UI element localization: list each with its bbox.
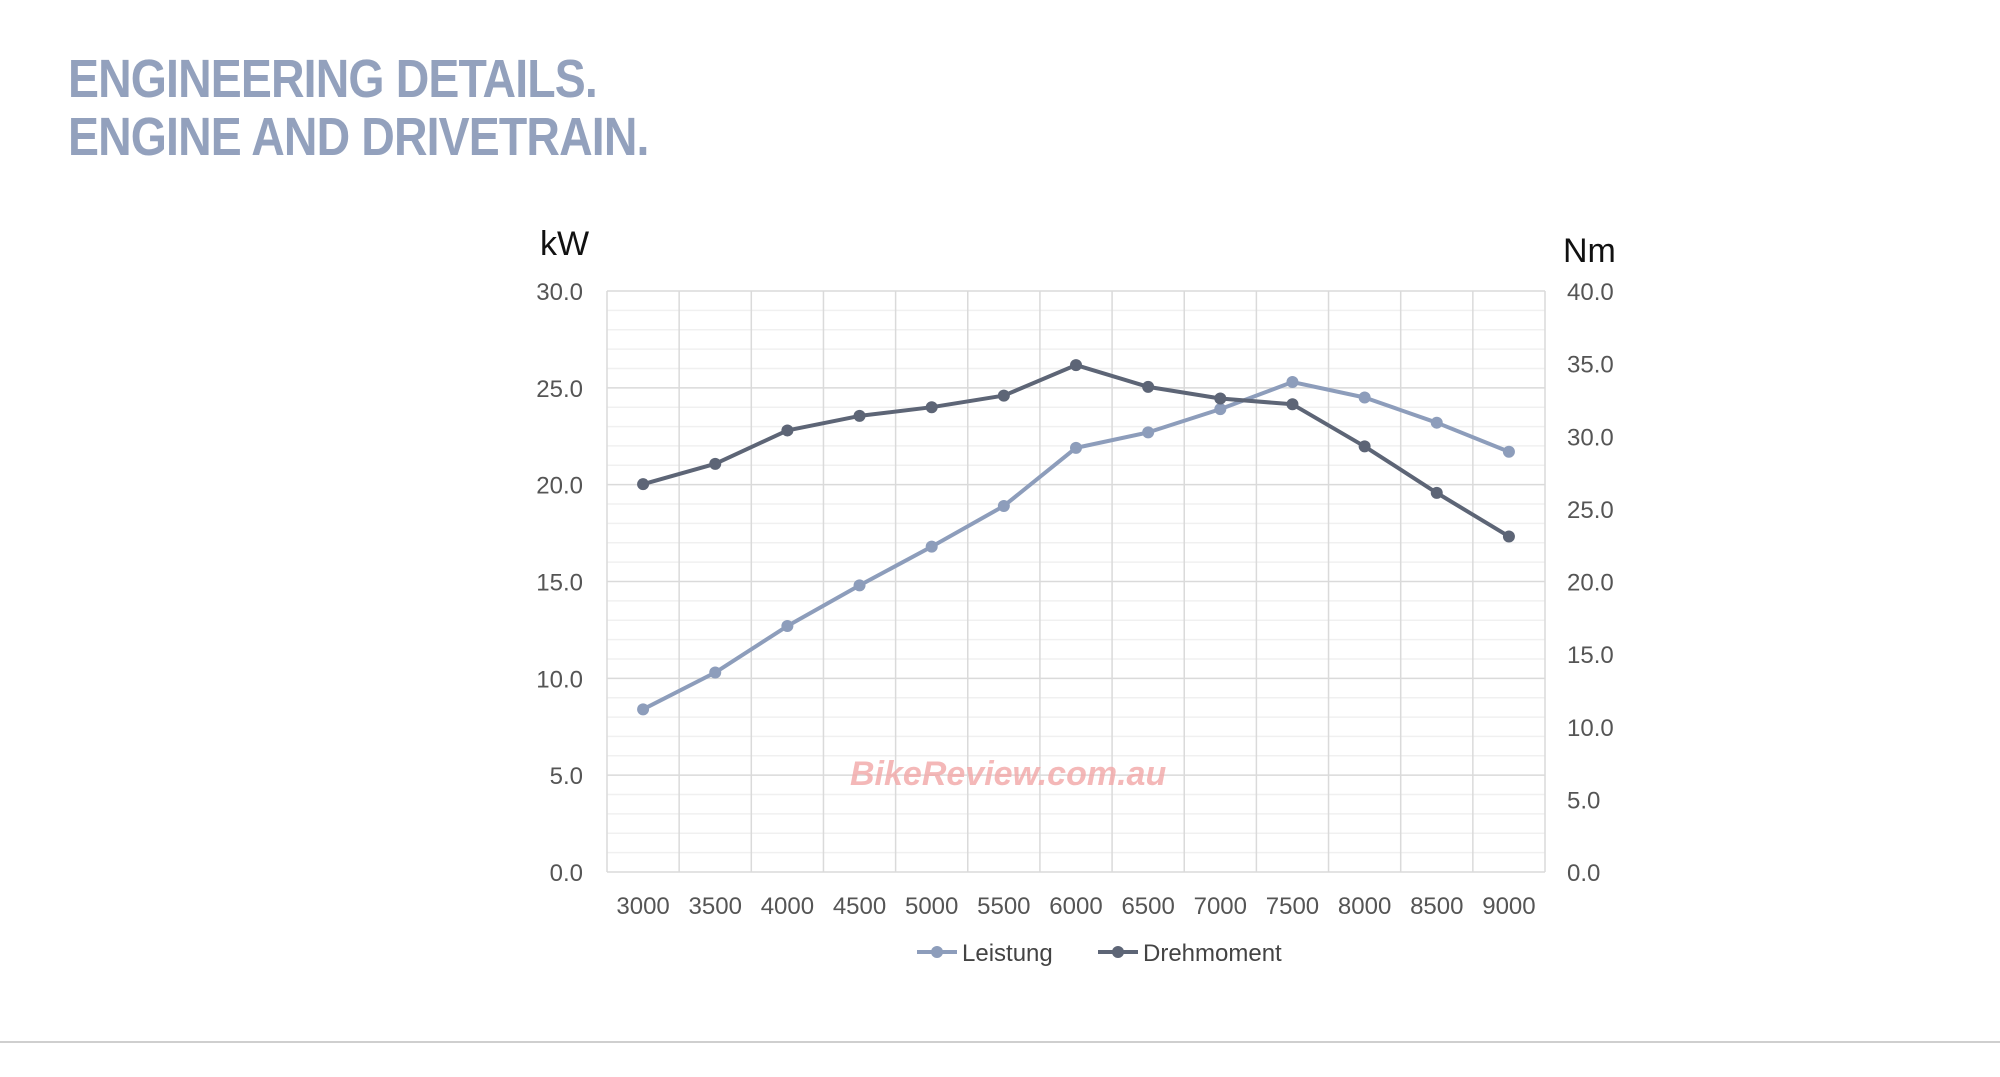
x-tick-label: 3000 [616, 893, 669, 920]
x-tick-label: 7500 [1266, 893, 1319, 920]
legend-label-leistung: Leistung [962, 940, 1053, 967]
data-point-leistung [637, 703, 650, 716]
data-point-drehmoment [1430, 486, 1443, 499]
data-point-leistung [1358, 391, 1371, 404]
data-point-drehmoment [1214, 392, 1227, 405]
x-tick-label: 6000 [1049, 893, 1102, 920]
x-tick-label: 5000 [905, 893, 958, 920]
y-axis-label-left: kW [540, 225, 589, 263]
data-point-drehmoment [1358, 440, 1371, 453]
data-point-leistung [925, 540, 938, 553]
data-point-drehmoment [637, 478, 650, 491]
series-line-leistung [642, 380, 1510, 712]
x-tick-label: 4000 [761, 893, 814, 920]
y-tick-label-right: 20.0 [1567, 570, 1614, 597]
y-tick-label-right: 35.0 [1567, 352, 1614, 379]
x-tick-label: 4500 [833, 893, 886, 920]
axes: 0.0 5.0 10.0 15.0 20.0 25.0 30.0 0.0 5.0 10.0 15.0… [536, 279, 1613, 920]
data-point-leistung [853, 579, 866, 592]
y-axis-label-right: Nm [1563, 232, 1616, 270]
title-line-1: ENGINEERING DETAILS. [68, 49, 598, 109]
data-point-drehmoment [781, 424, 794, 437]
data-point-leistung [1070, 441, 1082, 454]
page-title: ENGINEERING DETAILS. ENGINE AND DRIVETRA… [68, 50, 649, 166]
data-point-leistung [781, 620, 794, 633]
data-point-drehmoment [925, 401, 938, 414]
y-tick-label-left: 15.0 [536, 570, 583, 597]
y-tick-label-right: 0.0 [1567, 860, 1600, 887]
y-tick-label-left: 25.0 [536, 376, 583, 403]
data-point-drehmoment [1142, 380, 1155, 393]
legend-marker-leistung [931, 946, 943, 958]
x-tick-label: 6500 [1121, 893, 1174, 920]
series [637, 359, 1515, 716]
title-line-2: ENGINE AND DRIVETRAIN. [68, 107, 649, 167]
legend-marker-drehmoment [1112, 946, 1124, 958]
legend-label-drehmoment: Drehmoment [1143, 940, 1282, 967]
y-tick-label-left: 30.0 [536, 279, 583, 306]
y-tick-label-right: 30.0 [1567, 424, 1614, 451]
data-point-drehmoment [1286, 398, 1299, 411]
x-tick-label: 9000 [1482, 893, 1535, 920]
x-tick-label: 7000 [1194, 893, 1247, 920]
watermark: BikeReview.com.au [850, 755, 1166, 793]
y-tick-label-right: 25.0 [1567, 497, 1614, 524]
x-tick-label: 3500 [689, 893, 742, 920]
y-tick-label-right: 10.0 [1567, 715, 1614, 742]
data-point-leistung [709, 666, 722, 679]
y-tick-label-right: 5.0 [1567, 787, 1600, 814]
y-tick-label-left: 10.0 [536, 666, 583, 693]
data-point-drehmoment [1070, 359, 1082, 372]
data-point-leistung [1286, 376, 1299, 389]
data-point-drehmoment [1502, 530, 1515, 543]
x-tick-label: 8000 [1338, 893, 1391, 920]
data-point-leistung [1502, 445, 1515, 458]
y-tick-label-left: 20.0 [536, 473, 583, 500]
y-tick-label-right: 15.0 [1567, 642, 1614, 669]
bottom-divider [0, 1041, 2000, 1043]
data-point-drehmoment [853, 409, 866, 422]
y-tick-label-left: 5.0 [550, 763, 583, 790]
data-point-leistung [1142, 426, 1155, 439]
x-tick-label: 5500 [977, 893, 1030, 920]
data-point-drehmoment [709, 457, 722, 470]
data-point-leistung [1214, 403, 1227, 416]
data-point-leistung [1430, 416, 1443, 429]
x-tick-label: 8500 [1410, 893, 1463, 920]
data-point-leistung [997, 499, 1010, 512]
y-tick-label-right: 40.0 [1567, 279, 1614, 306]
legend: Leistung Drehmoment [917, 940, 1282, 967]
y-tick-label-left: 0.0 [550, 860, 583, 887]
data-point-drehmoment [997, 389, 1010, 402]
grid [606, 290, 1546, 873]
